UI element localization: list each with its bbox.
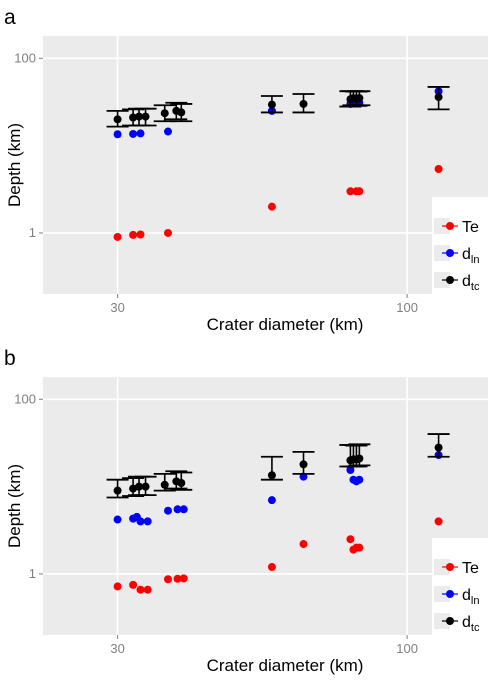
point-d_ln: [355, 475, 364, 484]
legend-b-item-dln: dln: [434, 586, 479, 607]
point-d_tc: [113, 486, 122, 495]
panel-a-legend: Te dln dtc: [432, 197, 497, 294]
point-Te: [129, 580, 138, 589]
panel-a-background: [43, 36, 488, 294]
point-Te: [346, 187, 355, 196]
point-d_tc: [135, 112, 144, 121]
legend-a-item-dln: dln: [434, 245, 479, 266]
legend-b-dln-label: dln: [462, 587, 479, 607]
legend-a-te-label: Te: [462, 219, 479, 236]
x-tick-label: 30: [110, 300, 124, 315]
panel-b-x-axis-title: Crater diameter (km): [207, 656, 364, 675]
point-d_ln: [179, 505, 188, 514]
point-Te: [164, 228, 173, 237]
point-Te: [143, 585, 152, 594]
legend-b-item-te: Te: [434, 559, 479, 577]
point-d_ln: [143, 517, 152, 526]
x-tick-label: 30: [110, 641, 124, 656]
legend-b-te-label: Te: [462, 560, 479, 577]
point-Te: [434, 517, 443, 526]
panel-a-y-axis-title: Depth (km): [5, 123, 24, 207]
y-tick-label: 100: [14, 391, 36, 406]
point-Te: [346, 535, 355, 544]
point-d_tc: [355, 454, 364, 463]
point-d_ln: [113, 515, 122, 524]
x-tick-label: 100: [396, 641, 418, 656]
panel-b-y-axis-title: Depth (km): [5, 464, 24, 548]
point-Te: [113, 232, 122, 241]
point-Te: [434, 164, 443, 173]
point-d_tc: [299, 460, 308, 469]
point-d_ln: [136, 129, 145, 138]
y-tick-label: 1: [29, 225, 36, 240]
legend-a-dtc-label: dtc: [462, 273, 480, 293]
point-d_tc: [113, 115, 122, 124]
legend-a-item-dtc: dtc: [434, 272, 480, 293]
x-tick-label: 100: [396, 300, 418, 315]
panel-b: b 30 100 1 100 Crater diameter (km) Depth (…: [4, 347, 497, 675]
point-d_ln: [173, 505, 182, 514]
panel-b-background: [43, 377, 488, 635]
point-Te: [136, 585, 145, 594]
point-d_ln: [164, 127, 173, 136]
point-d_tc: [141, 112, 150, 121]
point-d_ln: [129, 129, 138, 138]
legend-b-item-dtc: dtc: [434, 613, 480, 634]
panel-b-legend: Te dln dtc: [432, 538, 497, 635]
point-Te: [179, 574, 188, 583]
point-d_tc: [141, 482, 150, 491]
panel-b-marks: [106, 433, 450, 594]
point-d_tc: [299, 99, 308, 108]
point-Te: [355, 543, 364, 552]
point-d_tc: [177, 479, 186, 488]
point-d_tc: [267, 471, 276, 480]
panel-a-grid: [43, 36, 488, 294]
point-Te: [173, 574, 182, 583]
panel-a-x-axis-title: Crater diameter (km): [207, 315, 364, 334]
point-d_ln: [267, 496, 276, 505]
point-Te: [113, 582, 122, 591]
point-d_tc: [355, 94, 364, 103]
y-tick-label: 100: [14, 50, 36, 65]
point-Te: [299, 540, 308, 549]
point-d_tc: [177, 108, 186, 117]
point-d_tc: [434, 443, 443, 452]
point-Te: [136, 230, 145, 239]
panel-a: a 30 100 1 100 Crater diameter (km) Depth (…: [4, 6, 497, 334]
legend-a-dln-label: dln: [462, 246, 479, 266]
point-d_ln: [113, 130, 122, 139]
point-Te: [267, 563, 276, 572]
point-d_tc: [129, 113, 138, 122]
point-Te: [355, 187, 364, 196]
point-d_tc: [267, 100, 276, 109]
point-d_tc: [160, 480, 169, 489]
panel-b-label: b: [4, 347, 16, 370]
point-d_ln: [136, 517, 145, 526]
legend-b-dtc-label: dtc: [462, 614, 480, 634]
panel-a-axes: 30 100 1 100: [14, 50, 418, 315]
panel-b-grid: [43, 377, 488, 635]
point-d_tc: [160, 109, 169, 118]
legend-a-item-te: Te: [434, 218, 479, 236]
panel-a-marks: [106, 86, 450, 241]
panel-a-label: a: [4, 6, 16, 29]
point-Te: [129, 230, 138, 239]
point-d_tc: [135, 482, 144, 491]
y-tick-label: 1: [29, 566, 36, 581]
point-d_ln: [164, 506, 173, 515]
panel-b-axes: 30 100 1 100: [14, 391, 418, 656]
point-Te: [267, 202, 276, 211]
point-d_tc: [434, 93, 443, 102]
point-Te: [164, 575, 173, 584]
point-d_ln: [346, 466, 355, 475]
